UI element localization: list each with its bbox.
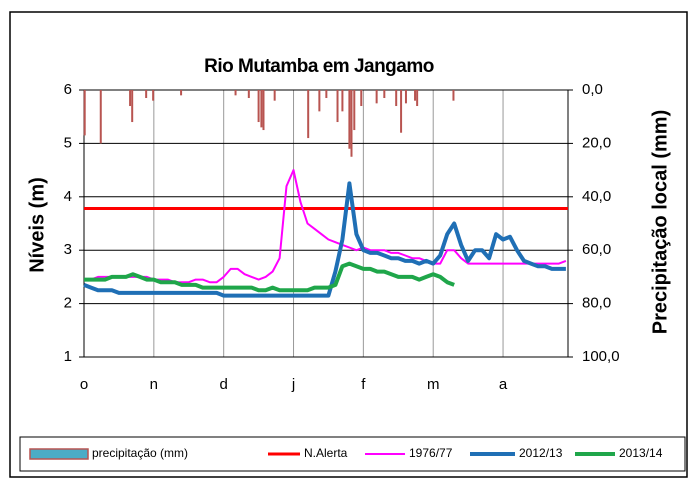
precipitation-bar: [416, 90, 419, 107]
x-tick-label: n: [150, 376, 158, 393]
precipitation-bar: [273, 90, 276, 101]
precipitation-bar: [83, 90, 86, 136]
x-tick-label: a: [499, 376, 508, 393]
precipitation-bar: [131, 90, 134, 123]
y-tick-label: 2: [64, 295, 72, 312]
x-tick-label: d: [220, 376, 228, 393]
precipitation-bar: [383, 90, 386, 99]
y-tick-label: 5: [64, 134, 72, 151]
precipitation-bar: [99, 90, 102, 144]
precipitation-bar: [452, 90, 455, 101]
precipitation-bar: [353, 90, 356, 131]
legend-label: 1976/77: [409, 446, 453, 460]
series-line: [83, 181, 566, 298]
x-tick-label: f: [361, 376, 366, 393]
x-tick-label: m: [427, 376, 440, 393]
y2-tick-label: 0,0: [582, 81, 603, 98]
precipitation-bar: [260, 90, 263, 128]
precipitation-bar: [257, 90, 260, 123]
precipitation-bar: [262, 90, 265, 131]
legend-frame: [19, 436, 686, 472]
y2-tick-label: 40,0: [582, 188, 611, 205]
x-tick-label: o: [80, 376, 88, 393]
precipitation-bar: [307, 90, 310, 139]
precipitation-bar: [234, 90, 237, 96]
precipitation-bar: [152, 90, 155, 101]
series-line: [84, 169, 567, 284]
precipitation-bar: [375, 90, 378, 104]
precipitation-bar: [360, 90, 363, 107]
y2-tick-label: 80,0: [582, 295, 611, 312]
precipitation-bar: [341, 90, 344, 112]
y-tick-label: 3: [64, 241, 72, 258]
precipitation-bar: [318, 90, 321, 112]
series-line: [84, 261, 455, 293]
precipitation-bar: [404, 90, 407, 104]
y-tick-label: 4: [64, 188, 72, 205]
precipitation-bar: [129, 90, 132, 107]
y2-tick-label: 20,0: [582, 134, 611, 151]
precipitation-bar: [400, 90, 403, 133]
precipitation-bar: [247, 90, 250, 99]
chart-title: Rio Mutamba em Jangamo: [204, 56, 434, 77]
precipitation-bar: [414, 90, 417, 101]
legend-label: 2012/13: [519, 446, 563, 460]
legend-label: 2013/14: [619, 446, 663, 460]
y2-tick-label: 100,0: [582, 348, 620, 365]
y2-tick-label: 60,0: [582, 241, 611, 258]
legend-swatch: [29, 448, 89, 460]
precipitation-bar: [145, 90, 148, 99]
legend-label: precipitação (mm): [92, 446, 188, 460]
legend: precipitação (mm) N.Alerta 1976/77 2012/13 2…: [29, 446, 663, 460]
precipitation-bar: [350, 90, 353, 157]
y-tick-label: 1: [64, 348, 72, 365]
precipitation-bar: [395, 90, 398, 107]
legend-label: N.Alerta: [304, 446, 348, 460]
y-tick-label: 6: [64, 81, 72, 98]
precipitation-bar: [180, 90, 183, 96]
y-axis-title: Níveis (m): [26, 177, 48, 273]
y2-axis-title: Precipitação local (mm): [649, 110, 671, 335]
precipitation-bar: [336, 90, 339, 123]
x-tick-label: j: [291, 376, 295, 393]
precipitation-bar: [325, 90, 328, 99]
precipitation-bar: [348, 90, 351, 149]
